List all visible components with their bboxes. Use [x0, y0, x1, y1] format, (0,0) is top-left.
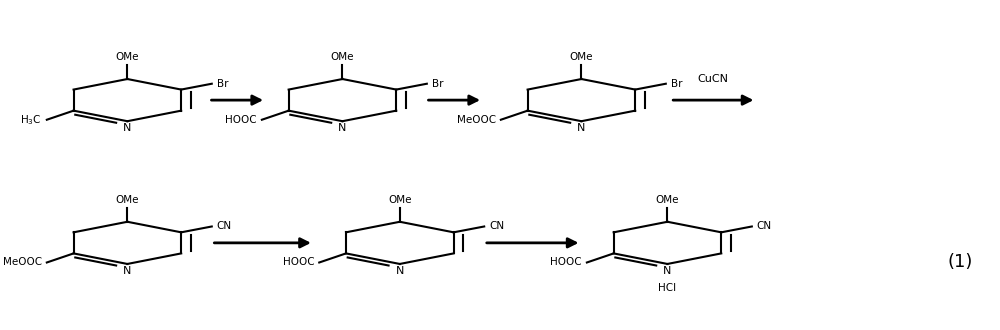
Text: MeOOC: MeOOC	[457, 115, 496, 125]
Text: N: N	[577, 123, 586, 133]
Text: MeOOC: MeOOC	[3, 257, 42, 268]
Text: H$_3$C: H$_3$C	[20, 113, 42, 127]
Text: HOOC: HOOC	[225, 115, 257, 125]
Text: CuCN: CuCN	[698, 74, 729, 84]
Text: N: N	[338, 123, 347, 133]
Text: N: N	[123, 123, 132, 133]
Text: OMe: OMe	[116, 52, 139, 62]
Text: HOOC: HOOC	[550, 257, 582, 268]
Text: CN: CN	[489, 221, 504, 231]
Text: HOOC: HOOC	[283, 257, 314, 268]
Text: Br: Br	[217, 79, 228, 89]
Text: Br: Br	[432, 79, 443, 89]
Text: OMe: OMe	[331, 52, 354, 62]
Text: (1): (1)	[948, 253, 973, 271]
Text: CN: CN	[217, 221, 232, 231]
Text: N: N	[123, 266, 132, 276]
Text: N: N	[396, 266, 404, 276]
Text: OMe: OMe	[116, 195, 139, 205]
Text: OMe: OMe	[656, 195, 679, 205]
Text: OMe: OMe	[570, 52, 593, 62]
Text: HCl: HCl	[658, 283, 677, 293]
Text: Br: Br	[671, 79, 682, 89]
Text: OMe: OMe	[388, 195, 412, 205]
Text: N: N	[663, 266, 672, 276]
Text: CN: CN	[757, 221, 772, 231]
